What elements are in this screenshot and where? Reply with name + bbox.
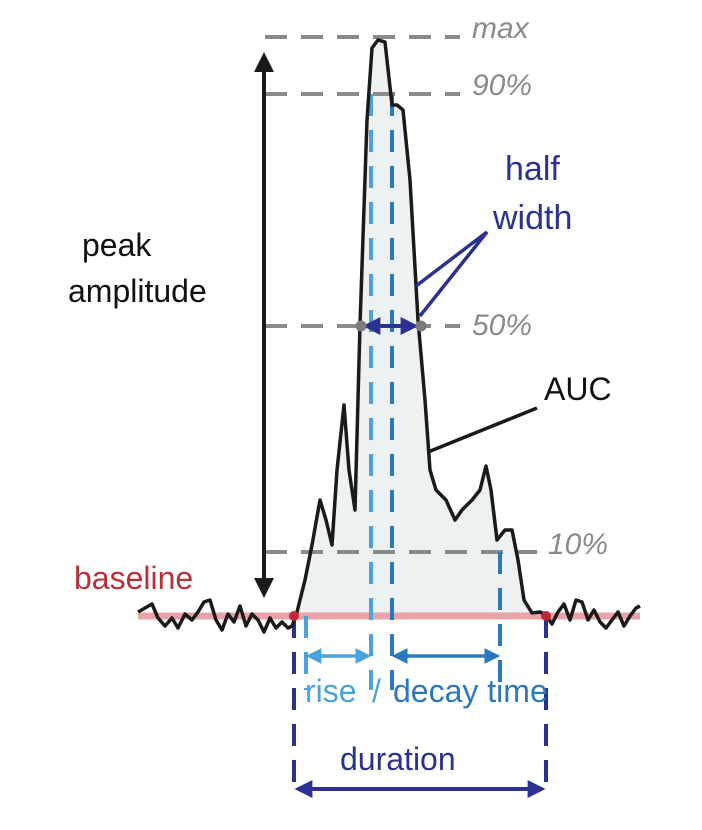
level-label-90: 90%	[472, 69, 532, 102]
peak-amplitude-label-line2: amplitude	[68, 273, 207, 309]
signal-trace	[137, 38, 641, 634]
baseline-label: baseline	[74, 560, 193, 596]
baseline-end-dot	[541, 611, 551, 621]
level-label-50: 50%	[472, 309, 532, 342]
decay-time-label: decay time	[393, 673, 548, 709]
auc-label: AUC	[544, 371, 612, 407]
auc-pointer	[427, 406, 538, 454]
level-label-max: max	[472, 12, 530, 45]
duration-label: duration	[340, 741, 456, 777]
peak-amplitude-label-line1: peak	[82, 227, 152, 263]
half-width-pointer	[414, 230, 489, 318]
baseline-start-dot	[289, 611, 299, 621]
half-width-left-dot	[355, 320, 367, 332]
rise-decay-separator: /	[372, 673, 381, 709]
half-width-right-dot	[415, 320, 427, 332]
rise-label: rise	[305, 673, 357, 709]
auc-fill	[296, 40, 545, 616]
half-width-label-line1: half	[505, 150, 560, 188]
level-label-10: 10%	[548, 528, 608, 561]
half-width-label-line2: width	[492, 199, 572, 237]
